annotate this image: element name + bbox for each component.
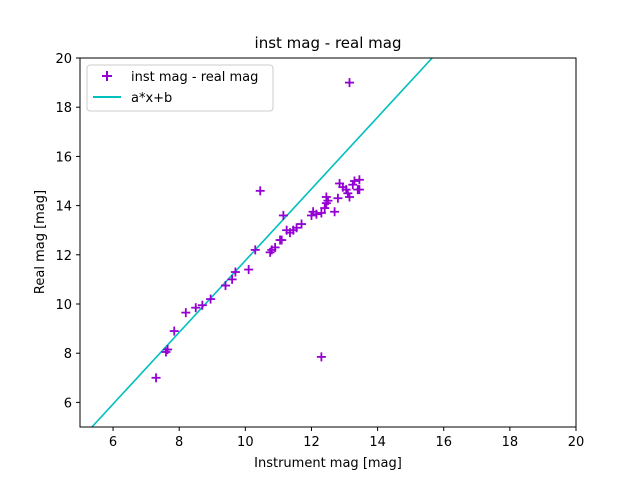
data-point: [255, 186, 265, 196]
x-axis-label: Instrument mag [mag]: [254, 456, 402, 471]
x-tick-label: 8: [175, 435, 183, 450]
data-point: [323, 196, 333, 206]
x-axis: 6 8 10 12 14 16 18 20: [109, 427, 584, 450]
data-point: [297, 219, 307, 229]
y-axis: 6 8 10 12 14 16 18 20: [55, 52, 80, 411]
data-point: [227, 274, 237, 284]
data-point: [354, 175, 364, 185]
x-tick-label: 18: [502, 435, 519, 450]
y-tick-label: 18: [55, 101, 72, 116]
data-point: [250, 245, 260, 255]
x-tick-label: 12: [303, 435, 320, 450]
plot-area: [80, 58, 576, 427]
data-point: [220, 281, 230, 291]
x-tick-label: 20: [568, 435, 585, 450]
data-point: [333, 193, 343, 203]
y-tick-label: 20: [55, 52, 72, 67]
y-tick-label: 6: [64, 396, 72, 411]
x-tick-label: 10: [237, 435, 254, 450]
data-point: [344, 78, 354, 88]
data-point: [169, 326, 179, 336]
y-axis-label: Real mag [mag]: [33, 190, 48, 294]
data-point: [277, 235, 287, 245]
x-tick-label: 6: [109, 435, 117, 450]
fit-line: [91, 58, 433, 427]
plot-frame: [79, 57, 577, 428]
y-tick-label: 10: [55, 298, 72, 313]
data-point: [320, 203, 330, 213]
data-point: [354, 185, 364, 195]
data-point: [206, 294, 216, 304]
data-point: [181, 308, 191, 318]
x-tick-label: 16: [435, 435, 452, 450]
data-point: [316, 352, 326, 362]
data-point: [278, 210, 288, 220]
data-point: [316, 208, 326, 218]
data-point: [230, 267, 240, 277]
data-point: [311, 209, 321, 219]
data-layer: [91, 58, 433, 427]
data-point: [270, 242, 280, 252]
legend-marker-scatter: [102, 71, 112, 81]
legend-box: [86, 64, 274, 112]
data-point: [244, 265, 254, 275]
x-tick-label: 14: [369, 435, 386, 450]
data-point: [191, 303, 201, 313]
data-point: [292, 223, 302, 233]
legend: inst mag - real mag a*x+b: [86, 64, 274, 112]
data-point: [344, 192, 354, 202]
legend-label-scatter: inst mag - real mag: [131, 70, 258, 85]
data-point: [163, 345, 173, 355]
data-point: [330, 207, 340, 217]
y-tick-label: 16: [55, 150, 72, 165]
y-tick-label: 12: [55, 249, 72, 264]
data-point: [197, 300, 207, 310]
chart-title: inst mag - real mag: [255, 34, 402, 52]
y-tick-label: 14: [55, 200, 72, 215]
data-point: [151, 373, 161, 383]
data-point: [349, 176, 359, 186]
legend-label-line: a*x+b: [131, 91, 172, 106]
y-tick-label: 8: [64, 347, 72, 362]
